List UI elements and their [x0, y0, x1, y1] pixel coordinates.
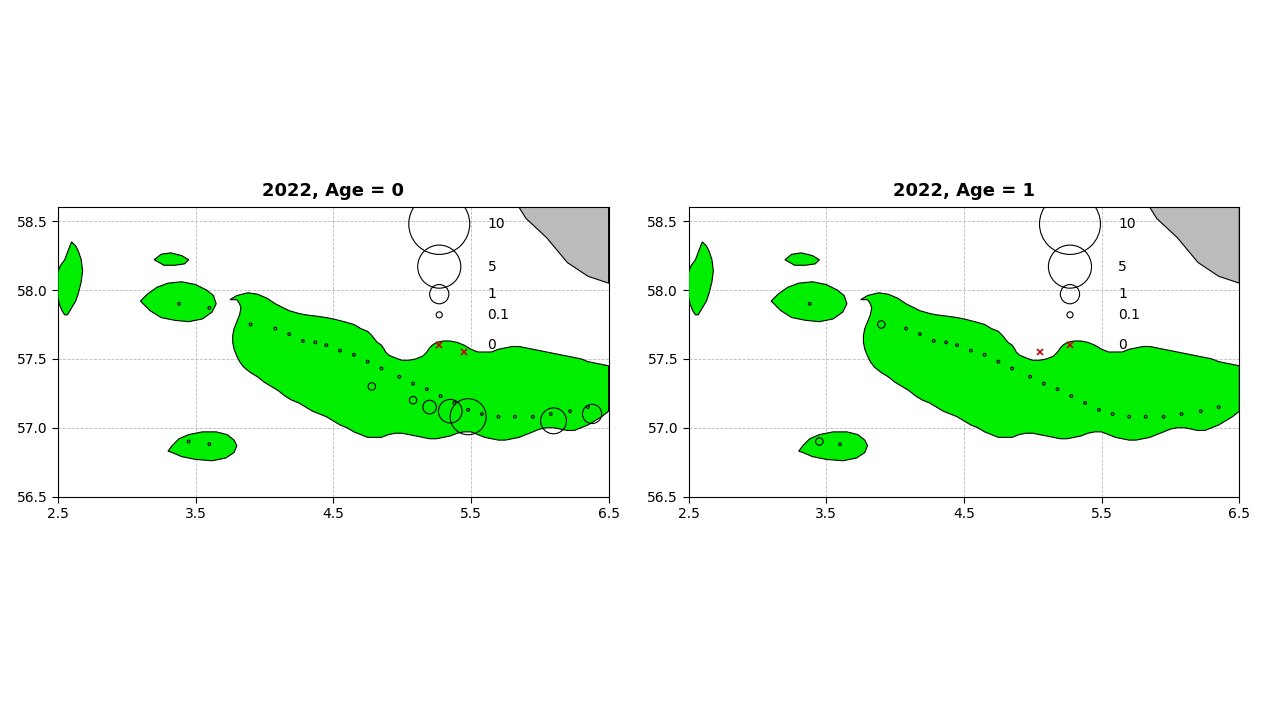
Polygon shape: [772, 282, 846, 322]
Text: 1: 1: [1119, 287, 1128, 301]
Text: 10: 10: [1119, 217, 1135, 231]
Text: 1: 1: [488, 287, 497, 301]
Polygon shape: [169, 432, 237, 461]
Polygon shape: [229, 293, 608, 440]
Polygon shape: [860, 293, 1239, 440]
Text: 0: 0: [1119, 338, 1126, 352]
Polygon shape: [155, 253, 189, 265]
Text: 5: 5: [488, 260, 497, 274]
Polygon shape: [1150, 208, 1239, 283]
Text: 5: 5: [1119, 260, 1126, 274]
Polygon shape: [688, 242, 713, 315]
Title: 2022, Age = 1: 2022, Age = 1: [893, 182, 1035, 201]
Polygon shape: [141, 282, 217, 322]
Text: 0: 0: [488, 338, 497, 352]
Polygon shape: [786, 253, 820, 265]
Polygon shape: [58, 242, 82, 315]
Polygon shape: [519, 208, 608, 283]
Text: 0.1: 0.1: [488, 308, 509, 322]
Text: 0.1: 0.1: [1119, 308, 1140, 322]
Polygon shape: [798, 432, 868, 461]
Text: 10: 10: [488, 217, 506, 231]
Title: 2022, Age = 0: 2022, Age = 0: [262, 182, 404, 201]
